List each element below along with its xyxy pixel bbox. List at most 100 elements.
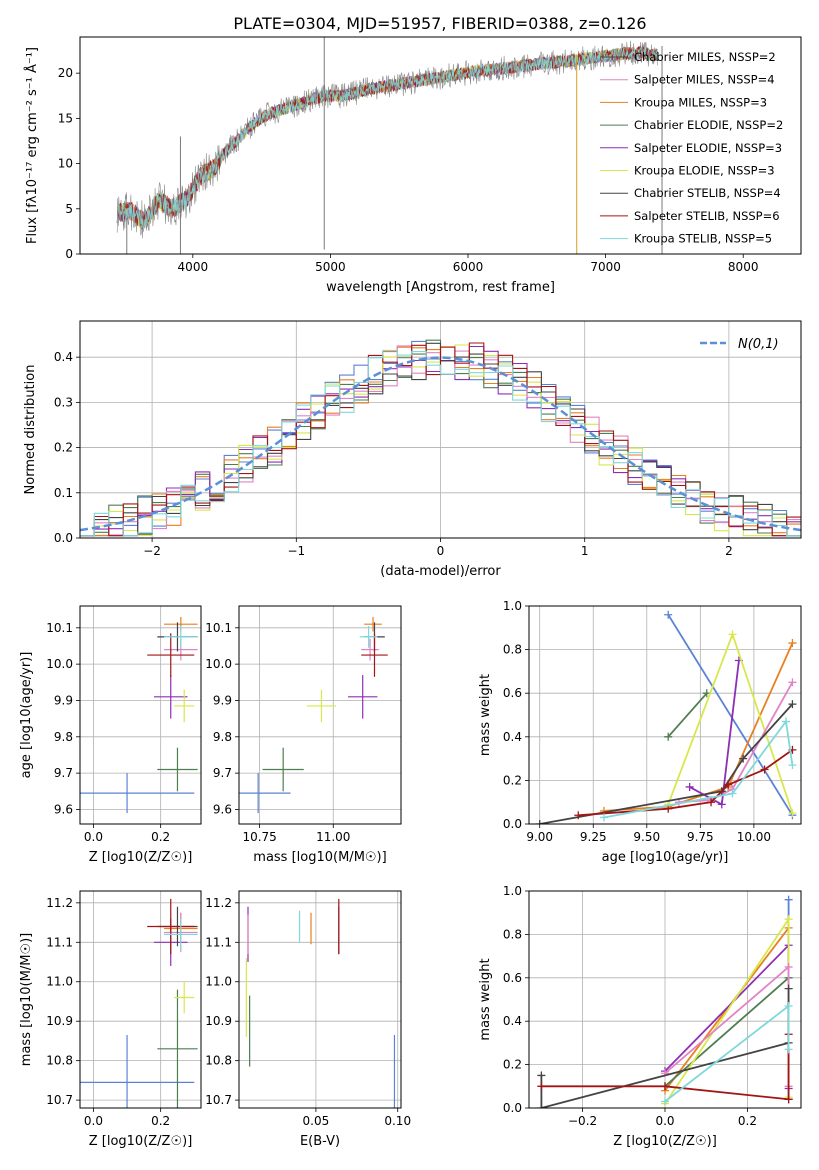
data-point xyxy=(788,809,797,818)
data-point xyxy=(685,782,694,791)
x-tick-label: 0 xyxy=(437,544,445,558)
plot-area xyxy=(239,616,388,814)
y-tick-label: 11.1 xyxy=(205,935,232,949)
x-tick-label: 2 xyxy=(725,544,733,558)
y-tick-label: 11.2 xyxy=(205,896,232,910)
y-axis-label: mass [log10(M/M☉)] xyxy=(19,933,34,1066)
y-tick-label: 0.8 xyxy=(503,643,522,657)
data-point xyxy=(788,761,797,770)
plot-area xyxy=(537,895,793,1108)
legend-entry: Chabrier ELODIE, NSSP=2 xyxy=(634,118,783,132)
y-tick-label: 0.4 xyxy=(54,350,73,364)
x-tick-label: 0.0 xyxy=(84,1114,103,1128)
data-point xyxy=(784,962,793,971)
legend-entry: Chabrier STELIB, NSSP=4 xyxy=(634,186,781,200)
axes-frame xyxy=(79,890,202,1109)
x-tick-label: 10.00 xyxy=(737,830,771,844)
axes-frame xyxy=(528,890,802,1109)
weight-line xyxy=(539,703,794,824)
plot-area xyxy=(80,898,198,1108)
y-tick-label: 10.8 xyxy=(205,1054,232,1068)
y-tick-label: 9.7 xyxy=(213,766,232,780)
x-tick-label: 0.05 xyxy=(303,1114,330,1128)
x-tick-label: 0.10 xyxy=(384,1114,411,1128)
data-point xyxy=(537,1071,546,1080)
data-point xyxy=(574,811,583,820)
y-tick-label: 20 xyxy=(58,66,73,80)
y-tick-label: 0.4 xyxy=(503,730,522,744)
y-tick-label: 0.3 xyxy=(54,395,73,409)
x-axis-label: Z [log10(Z/Z☉)] xyxy=(613,1134,717,1149)
data-point xyxy=(661,1082,669,1091)
axes-frame xyxy=(79,605,202,825)
data-point xyxy=(760,765,769,774)
data-point xyxy=(664,732,673,741)
y-tick-label: 1.0 xyxy=(503,599,522,613)
plot-area xyxy=(80,616,198,814)
y-tick-label: 9.7 xyxy=(54,766,73,780)
histogram-series xyxy=(80,342,801,537)
y-tick-label: 10.7 xyxy=(205,1093,232,1107)
data-point xyxy=(707,798,716,807)
x-axis-label: E(B-V) xyxy=(300,1134,340,1149)
legend-entry: Salpeter STELIB, NSSP=6 xyxy=(634,209,780,223)
y-tick-label: 10.8 xyxy=(46,1054,73,1068)
data-point xyxy=(537,1104,546,1108)
y-tick-label: 9.6 xyxy=(54,802,73,816)
data-point xyxy=(788,678,797,687)
panel-8: −0.2 0.0 0.2 0.0 0.2 0.4 0.6 0.8 1.0 Z [log10(Z/Z… xyxy=(478,884,802,1149)
data-point xyxy=(784,895,793,904)
y-tick-label: 11.0 xyxy=(46,975,73,989)
x-tick-label: 4000 xyxy=(178,260,209,274)
y-tick-label: 11.2 xyxy=(46,896,73,910)
y-axis-label: mass weight xyxy=(478,958,493,1040)
panel-1: 4000 5000 6000 7000 8000 0 5 10 15 20 wavelength [… xyxy=(24,36,802,295)
y-tick-label: 1.0 xyxy=(503,884,522,898)
data-point xyxy=(784,915,793,924)
x-axis-label: Z [log10(Z/Z☉)] xyxy=(89,1134,193,1149)
legend-entry: Salpeter ELODIE, NSSP=3 xyxy=(634,141,782,155)
data-point xyxy=(788,639,797,648)
y-tick-label: 0.6 xyxy=(503,686,522,700)
weight-line xyxy=(678,681,794,804)
y-tick-label: 0.2 xyxy=(54,441,73,455)
legend-entry: Kroupa MILES, NSSP=3 xyxy=(634,95,767,109)
plot-area xyxy=(535,610,797,824)
y-tick-label: 0.2 xyxy=(503,773,522,787)
weight-line xyxy=(603,719,794,819)
y-tick-label: 11.0 xyxy=(205,975,232,989)
x-tick-label: 9.50 xyxy=(633,830,660,844)
data-point xyxy=(784,1045,793,1054)
legend-entry: Kroupa STELIB, NSSP=5 xyxy=(634,232,772,246)
x-tick-label: 1 xyxy=(581,544,589,558)
axes-frame xyxy=(238,605,402,825)
weight-line xyxy=(541,1034,790,1101)
weight-line xyxy=(664,977,790,1087)
data-point xyxy=(717,800,726,809)
x-axis-label: mass [log10(M/M☉)] xyxy=(253,850,386,865)
x-tick-label: 9.00 xyxy=(526,830,553,844)
panel-2: −2 −1 0 1 2 0.0 0.1 0.2 0.3 0.4 (data-model)/error… xyxy=(23,320,802,579)
y-tick-label: 0.0 xyxy=(503,817,522,831)
y-tick-label: 5 xyxy=(65,202,73,216)
weight-line xyxy=(667,614,794,816)
y-axis-label: Normed distribution xyxy=(23,365,38,495)
y-tick-label: 9.8 xyxy=(213,730,232,744)
legend-entry: Chabrier MILES, NSSP=2 xyxy=(634,50,776,64)
histogram-series xyxy=(80,349,801,537)
y-tick-label: 10.1 xyxy=(205,621,232,635)
x-tick-label: 11.00 xyxy=(316,830,350,844)
y-tick-label: 9.8 xyxy=(54,730,73,744)
x-tick-label: 5000 xyxy=(315,260,346,274)
panel-5: 9.00 9.25 9.50 9.75 10.00 0.0 0.2 0.4 0.6 0.8 1.0 a… xyxy=(478,599,802,865)
axes-frame xyxy=(238,890,402,1109)
y-tick-label: 10.9 xyxy=(205,1014,232,1028)
legend-entry: Kroupa ELODIE, NSSP=3 xyxy=(634,164,775,178)
data-point xyxy=(535,820,544,824)
x-tick-label: 0.0 xyxy=(84,830,103,844)
y-tick-label: 0.0 xyxy=(54,531,73,545)
x-tick-label: 9.75 xyxy=(687,830,714,844)
x-axis-label: Z [log10(Z/Z☉)] xyxy=(89,850,193,865)
y-tick-label: 0.1 xyxy=(54,486,73,500)
